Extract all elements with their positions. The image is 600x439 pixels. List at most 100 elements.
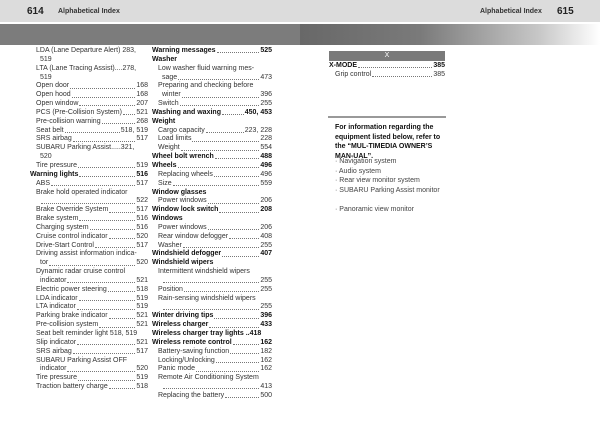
index-entry: Wireless charger 433: [152, 321, 272, 330]
page-ref: 517: [136, 179, 148, 187]
leader-dots: [101, 118, 136, 125]
index-entry: indicator 520: [30, 365, 148, 374]
page-ref: 518: [136, 383, 148, 391]
leader-dots: [195, 365, 260, 372]
index-entry: Pre-collision system 521: [30, 321, 148, 330]
entry-text: Dynamic radar cruise control: [36, 268, 126, 276]
leader-dots: [172, 180, 260, 186]
index-entry: Power windows 206: [152, 197, 272, 206]
entry-text: SRS airbag: [36, 135, 72, 143]
page-ref: 521: [136, 338, 148, 346]
equipment-item: · Panoramic view monitor: [335, 205, 450, 215]
entry-text: Remote Air Conditioning System: [158, 374, 259, 382]
index-entry: Windshield wipers: [152, 259, 272, 268]
index-column-1: LDA (Lane Departure Alert) 283, 519 LTA (L…: [30, 47, 148, 392]
page-ref: 168: [136, 91, 148, 99]
entry-text: ABS: [36, 179, 51, 187]
entry-text: Wheel bolt wrench: [152, 153, 214, 161]
index-entry: Panic mode 162: [152, 365, 272, 374]
page-ref: 255: [260, 241, 272, 249]
leader-dots: [51, 180, 136, 186]
page-ref: 521: [136, 321, 148, 329]
index-entry: Size 559: [152, 180, 272, 189]
index-entry: 519: [30, 56, 148, 65]
entry-text: Warning messages: [152, 47, 216, 54]
page-ref: 407: [260, 250, 272, 258]
section-band-left: [0, 24, 300, 45]
entry-text: Driving assist information indica-: [36, 250, 137, 258]
index-entry: Window glasses: [152, 189, 272, 198]
entry-text: X-MODE: [329, 62, 357, 69]
entry-text: Washing and waxing: [152, 108, 221, 116]
index-entry: Pre-collision warning 268: [30, 118, 148, 127]
page-ref: 559: [260, 179, 272, 187]
page-ref: 162: [260, 365, 272, 373]
right-page-number: 615: [557, 6, 574, 17]
page-ref: 521: [136, 276, 148, 284]
page-ref: 518, 519: [120, 126, 148, 134]
leader-dots: [77, 162, 136, 169]
entry-text: Windshield wipers: [152, 259, 214, 267]
index-entry: X-MODE 385: [329, 62, 445, 71]
page-ref: 255: [260, 100, 272, 108]
index-entry: winter 396: [152, 91, 272, 100]
entry-text: Rain-sensing windshield wipers: [158, 294, 256, 302]
index-entry: Driving assist information indica-: [30, 250, 148, 259]
index-entry: Brake hold operated indicator: [30, 189, 148, 198]
entry-text: LDA (Lane Departure Alert) 283,: [36, 47, 137, 54]
leader-dots: [99, 321, 136, 328]
leader-dots: [79, 171, 136, 178]
page-ref: 516: [136, 215, 148, 223]
index-entry: Warning messages 525: [152, 47, 272, 56]
entry-text: Traction battery charge: [36, 383, 108, 391]
index-entry: Traction battery charge 518: [30, 383, 148, 392]
bullet-icon: ·: [335, 177, 340, 184]
index-entry: Weight 554: [152, 144, 272, 153]
entry-text: Slip indicator: [36, 338, 77, 346]
entry-text: Wheels: [152, 161, 177, 169]
page-ref: 554: [260, 144, 272, 152]
entry-text: indicator: [40, 365, 67, 373]
index-entry: Dynamic radar cruise control: [30, 268, 148, 277]
page-ref: 516: [136, 170, 148, 178]
entry-text: Low washer fluid warning mes-: [158, 64, 255, 72]
page-ref: 396: [260, 312, 272, 320]
entry-text: SUBARU Parking Assist OFF: [36, 356, 128, 364]
page-ref: 408: [260, 232, 272, 240]
bullet-icon: ·: [335, 205, 340, 213]
page-ref: 517: [136, 206, 148, 214]
leader-dots: [215, 357, 260, 363]
index-entry: Seat belt reminder light 518, 519: [30, 330, 148, 339]
leader-dots: [214, 312, 260, 319]
page-ref: 521: [136, 108, 148, 116]
equipment-item: · SUBARU Parking Assist monitor: [335, 186, 450, 196]
entry-text: LTA indicator: [36, 303, 76, 311]
entry-text: Wireless remote control: [152, 338, 232, 346]
equipment-item-text: SUBARU Parking Assist monitor: [339, 186, 440, 194]
index-entry: Replacing the battery 500: [152, 392, 272, 401]
entry-text: Power windows: [158, 197, 207, 205]
index-entry: Window lock switch 208: [152, 206, 272, 215]
index-entry: indicator 521: [30, 277, 148, 286]
index-entry: SUBARU Parking Assist.....321,: [30, 144, 148, 153]
leader-dots: [122, 109, 136, 116]
index-entry: Battery-saving function 182: [152, 348, 272, 357]
leader-dots: [182, 242, 260, 248]
leader-dots: [77, 339, 136, 346]
leader-dots: [72, 135, 136, 142]
page-ref: 520: [136, 365, 148, 373]
index-entry: SRS airbag 517: [30, 135, 148, 144]
entry-text: Load limits: [158, 135, 192, 143]
page-ref: 385: [433, 70, 445, 78]
index-entry: 522: [30, 197, 148, 206]
section-header-x: X: [329, 51, 445, 61]
index-entry: SRS airbag 517: [30, 348, 148, 357]
index-entry: LDA indicator 519: [30, 295, 148, 304]
index-entry: Warning lights 516: [30, 171, 148, 180]
leader-dots: [222, 250, 260, 257]
index-entry: Rain-sensing windshield wipers: [152, 295, 272, 304]
index-entry: Windshield defogger 407: [152, 250, 272, 259]
page-ref: 519: [136, 161, 148, 169]
page-ref: 255: [260, 276, 272, 284]
entry-text: Position: [158, 285, 183, 293]
